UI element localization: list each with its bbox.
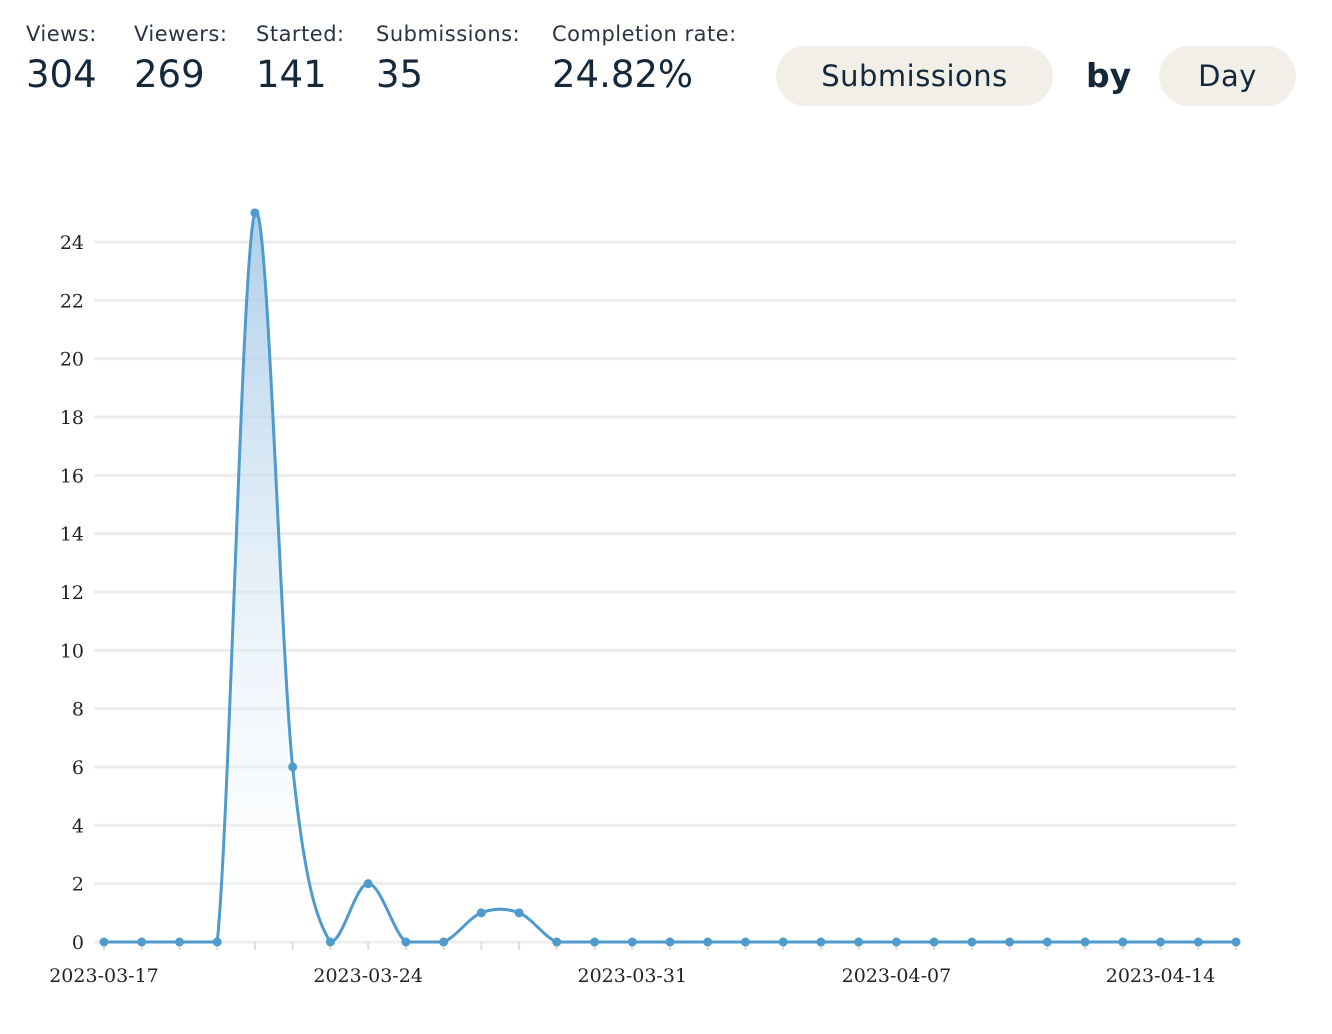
data-point[interactable] [99, 937, 109, 947]
x-tick-label: 2023-04-07 [842, 965, 952, 987]
stat-views-value: 304 [26, 53, 97, 96]
data-point[interactable] [363, 879, 373, 889]
y-tick-label: 4 [72, 815, 84, 837]
y-tick-label: 12 [60, 582, 84, 604]
data-point[interactable] [590, 937, 600, 947]
data-point[interactable] [778, 937, 788, 947]
data-point[interactable] [891, 937, 901, 947]
period-selector-button[interactable]: Day [1159, 46, 1296, 106]
data-point[interactable] [929, 937, 939, 947]
data-point[interactable] [1156, 937, 1166, 947]
stat-completion-rate-value: 24.82% [552, 53, 694, 96]
stat-started: Started: 141 [256, 20, 345, 98]
x-tick-label: 2023-03-31 [577, 965, 687, 987]
stat-started-value: 141 [256, 53, 327, 96]
data-point[interactable] [250, 208, 260, 218]
y-tick-label: 20 [60, 349, 84, 371]
stat-submissions-label: Submissions: [376, 22, 521, 46]
data-point[interactable] [967, 937, 977, 947]
data-point[interactable] [288, 762, 298, 772]
y-tick-label: 10 [60, 640, 84, 662]
data-point[interactable] [552, 937, 562, 947]
stat-submissions-value: 35 [376, 53, 424, 96]
y-tick-label: 2 [72, 874, 84, 896]
x-axis-ticks: 2023-03-17 2023-03-24 2023-03-31 2023-04-07… [49, 942, 1237, 987]
series-area [104, 211, 1236, 942]
data-point[interactable] [476, 908, 486, 918]
y-tick-label: 6 [72, 757, 84, 779]
y-tick-label: 24 [60, 232, 84, 254]
data-points [99, 208, 1241, 947]
stat-completion-rate-label: Completion rate: [552, 22, 737, 46]
y-tick-label: 18 [60, 407, 84, 429]
data-point[interactable] [816, 937, 826, 947]
y-tick-label: 8 [72, 699, 84, 721]
y-tick-label: 0 [72, 932, 84, 954]
data-point[interactable] [1231, 937, 1241, 947]
metric-selector-button[interactable]: Submissions [776, 46, 1053, 106]
data-point[interactable] [325, 937, 335, 947]
data-point[interactable] [1080, 937, 1090, 947]
x-tick-label: 2023-03-17 [49, 965, 159, 987]
stat-viewers-label: Viewers: [134, 22, 228, 46]
series-line [104, 210, 1236, 944]
stat-submissions: Submissions: 35 [376, 20, 520, 98]
data-point[interactable] [703, 937, 713, 947]
x-tick-label: 2023-04-14 [1106, 965, 1216, 987]
data-point[interactable] [1193, 937, 1203, 947]
data-point[interactable] [665, 937, 675, 947]
stat-started-label: Started: [256, 22, 345, 46]
data-point[interactable] [514, 908, 524, 918]
data-point[interactable] [1042, 937, 1052, 947]
data-point[interactable] [439, 937, 449, 947]
data-point[interactable] [212, 937, 222, 947]
data-point[interactable] [627, 937, 637, 947]
data-point[interactable] [1118, 937, 1128, 947]
data-point[interactable] [174, 937, 184, 947]
y-tick-label: 22 [60, 290, 84, 312]
y-tick-label: 16 [60, 465, 84, 487]
data-point[interactable] [740, 937, 750, 947]
data-point[interactable] [137, 937, 147, 947]
x-tick-label: 2023-03-24 [313, 965, 423, 987]
stat-views-label: Views: [26, 22, 97, 46]
stat-viewers: Viewers: 269 [134, 20, 227, 98]
data-point[interactable] [1005, 937, 1015, 947]
data-point[interactable] [854, 937, 864, 947]
y-tick-label: 14 [60, 524, 84, 546]
stat-viewers-value: 269 [134, 53, 205, 96]
stat-completion-rate: Completion rate: 24.82% [552, 20, 737, 98]
data-point[interactable] [401, 937, 411, 947]
by-label: by [1086, 56, 1132, 95]
stat-views: Views: 304 [26, 20, 97, 98]
